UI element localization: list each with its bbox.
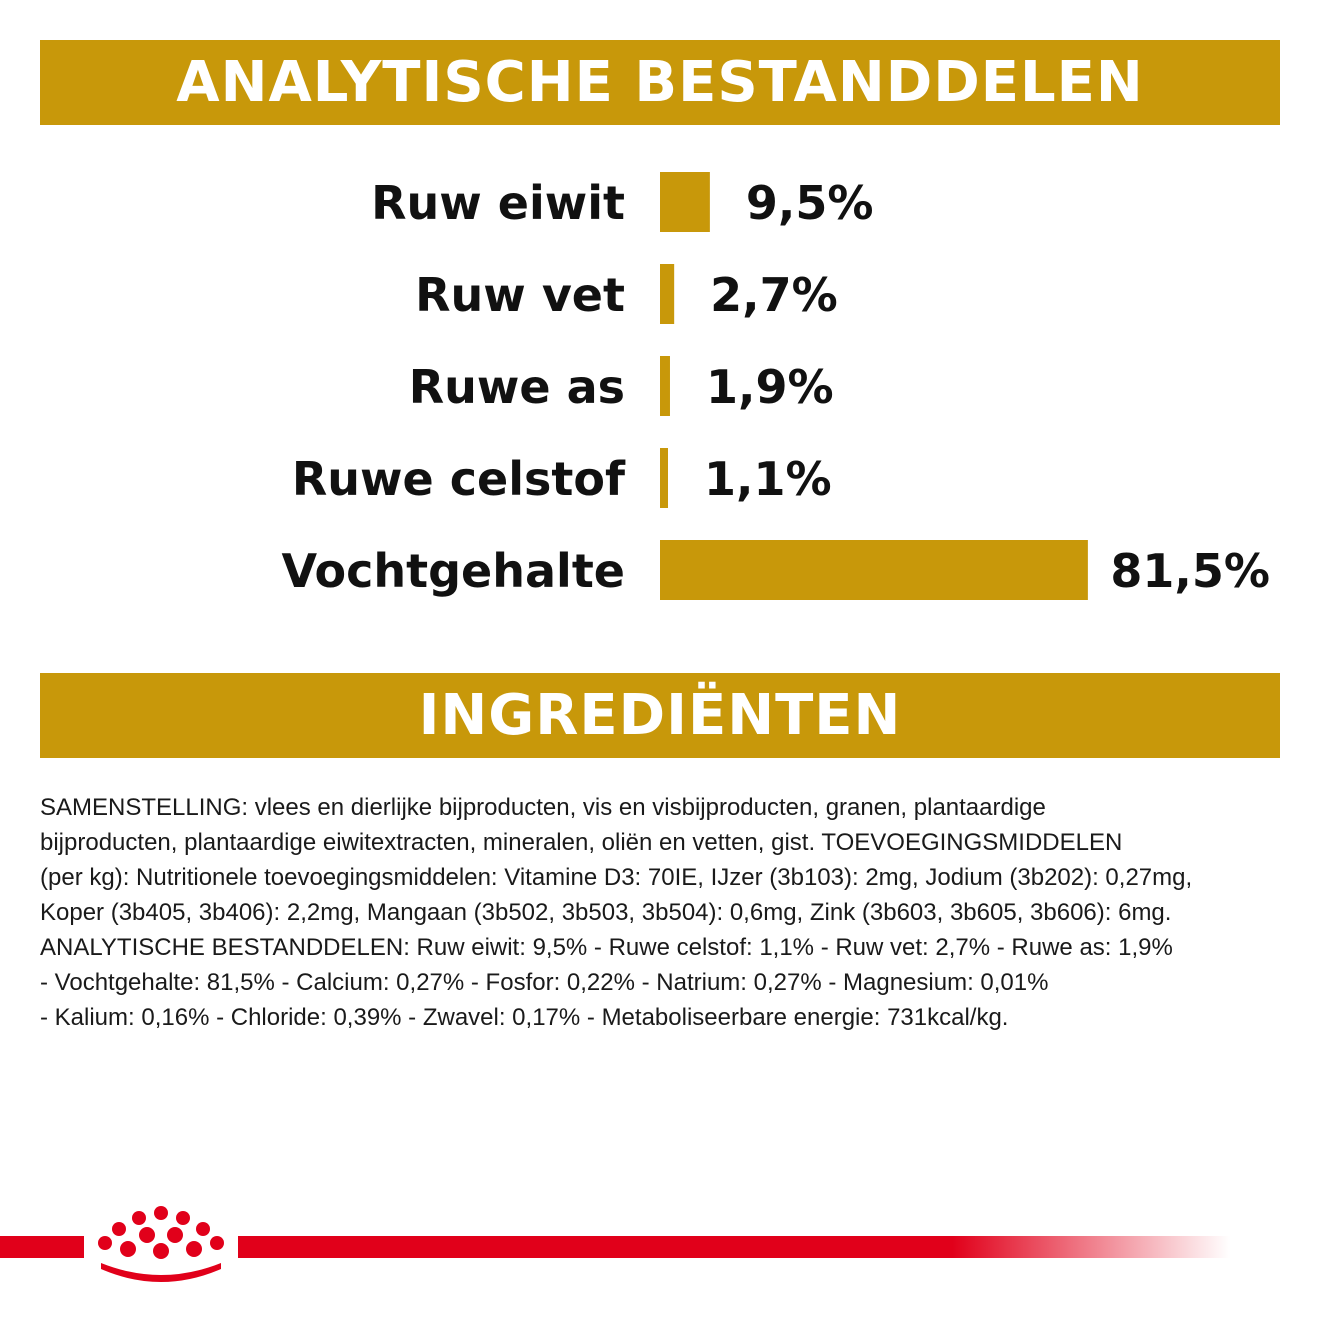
value-label: 9,5% bbox=[746, 176, 874, 230]
ingredients-paragraph: SAMENSTELLING: vlees en dierlijke bijpro… bbox=[40, 790, 1290, 1035]
ingredients-title: INGREDIËNTEN bbox=[418, 683, 902, 748]
ingredients-line: - Vochtgehalte: 81,5% - Calcium: 0,27% -… bbox=[40, 969, 1049, 996]
analytic-title: ANALYTISCHE BESTANDDELEN bbox=[176, 50, 1144, 115]
bar bbox=[660, 172, 710, 232]
royal-canin-crown-icon bbox=[98, 1206, 224, 1282]
footer-line-left bbox=[0, 1236, 84, 1258]
bar bbox=[660, 356, 670, 416]
ingredients-line: - Kalium: 0,16% - Chloride: 0,39% - Zwav… bbox=[40, 1004, 1009, 1031]
ingredients-header-band: INGREDIËNTEN bbox=[40, 673, 1280, 758]
brand-footer bbox=[0, 1206, 1230, 1282]
analytic-header-band: ANALYTISCHE BESTANDDELEN bbox=[40, 40, 1280, 125]
category-label: Ruw eiwit bbox=[371, 176, 625, 230]
category-label: Ruw vet bbox=[415, 268, 625, 322]
value-label: 1,1% bbox=[704, 452, 832, 506]
ingredients-line: Koper (3b405, 3b406): 2,2mg, Mangaan (3b… bbox=[40, 899, 1172, 926]
bar bbox=[660, 264, 675, 324]
value-label: 2,7% bbox=[710, 268, 838, 322]
bar bbox=[660, 540, 1088, 600]
footer-line-right bbox=[238, 1236, 1230, 1258]
category-label: Vochtgehalte bbox=[281, 544, 625, 598]
ingredients-line: bijproducten, plantaardige eiwitextracte… bbox=[40, 829, 1123, 856]
category-label: Ruwe as bbox=[409, 360, 625, 414]
ingredients-line: (per kg): Nutritionele toevoegingsmiddel… bbox=[40, 864, 1193, 891]
category-label: Ruwe celstof bbox=[292, 452, 626, 506]
composition-bar-chart: Ruw eiwit 9,5% Ruw vet 2,7% Ruwe as 1,9% Ruwe … bbox=[281, 172, 1270, 600]
value-label: 81,5% bbox=[1110, 544, 1270, 598]
bar bbox=[660, 448, 668, 508]
ingredients-line: ANALYTISCHE BESTANDDELEN: Ruw eiwit: 9,5… bbox=[40, 934, 1173, 961]
ingredients-line: SAMENSTELLING: vlees en dierlijke bijpro… bbox=[40, 794, 1046, 821]
value-label: 1,9% bbox=[706, 360, 834, 414]
